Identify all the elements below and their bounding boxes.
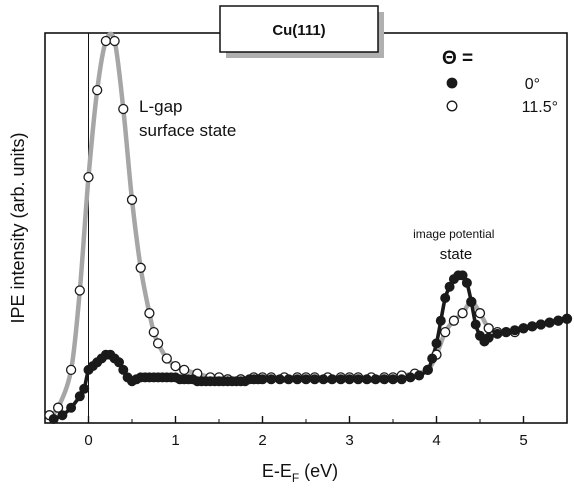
data-point-filled xyxy=(274,374,285,385)
y-axis-title: IPE intensity (arb. units) xyxy=(8,132,28,323)
data-point-filled xyxy=(266,374,277,385)
legend-label-1: 11.5° xyxy=(522,99,558,116)
data-point-open xyxy=(92,84,103,96)
data-point-filled xyxy=(327,374,338,385)
data-point-filled xyxy=(544,317,555,328)
data-point-filled xyxy=(405,372,416,383)
data-point-filled xyxy=(535,319,546,330)
data-point-filled xyxy=(470,319,481,330)
data-point-open xyxy=(457,308,468,319)
data-point-filled xyxy=(518,323,529,334)
data-point-filled xyxy=(57,410,68,421)
x-axis-title: E-EF (eV) xyxy=(262,461,338,485)
legend-marker-filled-circle xyxy=(446,77,458,89)
data-point-open xyxy=(440,326,451,338)
data-point-filled xyxy=(444,281,455,292)
annotation-surface-state-line1: L-gap xyxy=(139,97,182,116)
data-point-filled xyxy=(79,383,90,394)
x-tick-label: 0 xyxy=(84,432,92,449)
x-tick-label: 5 xyxy=(519,432,527,449)
data-point-filled xyxy=(509,325,520,336)
data-point-filled xyxy=(461,277,472,288)
data-point-filled xyxy=(379,374,390,385)
data-point-open xyxy=(83,171,94,183)
chart-title: Cu(111) xyxy=(272,22,325,39)
data-point-filled xyxy=(301,374,311,385)
data-point-open xyxy=(474,308,486,319)
annotation-surface-state-line2: surface state xyxy=(139,121,236,140)
data-point-open xyxy=(161,353,172,364)
data-point-filled xyxy=(257,374,268,385)
data-point-open xyxy=(52,402,64,413)
legend-header: Θ = xyxy=(442,48,473,69)
data-point-filled xyxy=(527,321,538,332)
data-point-filled xyxy=(483,332,494,343)
data-point-filled xyxy=(361,374,372,385)
data-point-open xyxy=(135,262,146,273)
data-point-open xyxy=(144,308,155,319)
data-point-filled xyxy=(353,374,364,385)
data-point-filled xyxy=(283,374,294,385)
data-point-open xyxy=(65,364,77,376)
x-tick-label: 4 xyxy=(432,432,440,449)
data-point-filled xyxy=(396,374,407,385)
data-point-open xyxy=(109,35,120,47)
x-axis-title-subscript: F xyxy=(292,471,299,485)
data-point-filled xyxy=(466,296,477,307)
data-point-open xyxy=(100,35,112,47)
data-point-filled xyxy=(335,374,346,385)
title-box: Cu(111) xyxy=(219,5,384,58)
legend-label-0: 0° xyxy=(525,76,540,93)
x-tick-label: 1 xyxy=(171,432,179,449)
data-point-open xyxy=(170,360,181,372)
x-tick-layer: 0 1 2 3 4 5 xyxy=(44,416,568,449)
data-point-filled xyxy=(553,315,564,326)
marker-layer xyxy=(44,35,573,424)
data-point-filled xyxy=(292,374,303,385)
data-point-filled xyxy=(427,353,438,364)
data-point-filled xyxy=(562,313,572,324)
data-point-filled xyxy=(431,338,442,349)
data-point-filled xyxy=(492,328,503,339)
data-point-open xyxy=(483,323,494,334)
data-point-filled xyxy=(440,293,451,303)
x-axis-title-unit: (eV) xyxy=(299,461,338,481)
annotation-image-potential: image potential state xyxy=(413,225,499,263)
data-point-open xyxy=(74,285,85,296)
data-point-filled xyxy=(457,270,468,281)
data-point-open xyxy=(448,315,460,326)
legend: Θ = 0° 11.5° xyxy=(442,48,558,116)
series-line-theta-11-5 xyxy=(47,31,570,418)
series-line-theta-0 xyxy=(51,272,569,421)
data-point-filled xyxy=(66,402,77,413)
data-point-filled xyxy=(344,374,355,385)
annotation-surface-state: L-gap surface state xyxy=(139,97,236,140)
data-point-open xyxy=(118,103,129,115)
data-point-open xyxy=(126,194,138,205)
data-point-filled xyxy=(388,374,398,385)
data-point-filled xyxy=(414,370,425,381)
data-point-filled xyxy=(422,364,433,375)
data-point-filled xyxy=(74,391,85,402)
data-point-filled xyxy=(114,357,124,368)
legend-marker-open-circle xyxy=(446,100,458,112)
data-point-filled xyxy=(48,414,59,424)
data-point-filled xyxy=(118,364,129,375)
data-point-open xyxy=(179,364,190,376)
data-point-filled xyxy=(309,374,320,385)
data-point-open xyxy=(148,326,159,338)
data-point-filled xyxy=(318,374,329,385)
x-tick-label: 2 xyxy=(258,432,266,449)
data-point-filled xyxy=(370,374,381,385)
x-tick-label: 3 xyxy=(345,432,353,449)
x-axis-title-main: E-E xyxy=(262,461,292,481)
annotation-image-potential-line1: image potential xyxy=(413,227,494,241)
annotation-image-potential-line2: state xyxy=(440,246,473,263)
data-point-filled xyxy=(435,315,446,326)
data-point-open xyxy=(152,338,164,349)
data-point-filled xyxy=(501,327,512,338)
